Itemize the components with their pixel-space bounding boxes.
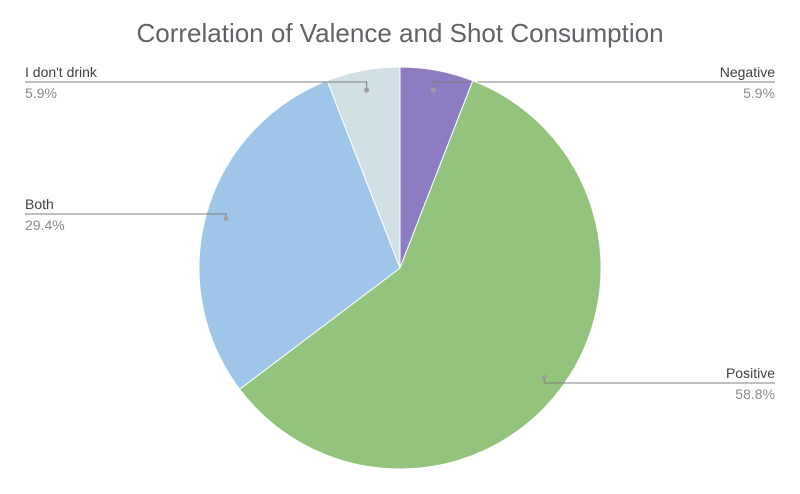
pie-slice-i-don-t-drink	[326, 66, 401, 269]
pie-slice-positive	[238, 80, 602, 470]
leader-dot-negative	[430, 87, 436, 93]
slice-percent-both: 29.4%	[25, 217, 65, 233]
slice-label-both: Both	[25, 196, 54, 212]
chart-title: Correlation of Valence and Shot Consumpt…	[136, 18, 664, 48]
leader-dot-both	[223, 216, 229, 222]
leader-line-i-don-t-drink	[25, 81, 368, 91]
slice-label-i-don-t-drink: I don't drink	[25, 64, 98, 80]
slice-label-negative: Negative	[720, 64, 775, 80]
leader-dot-positive	[541, 374, 547, 380]
leader-dot-i-don-t-drink	[364, 87, 370, 93]
pie-slice-both	[198, 80, 401, 390]
slice-percent-negative: 5.9%	[743, 85, 775, 101]
slice-percent-positive: 58.8%	[735, 386, 775, 402]
slice-label-positive: Positive	[726, 365, 775, 381]
slice-percent-i-don-t-drink: 5.9%	[25, 85, 57, 101]
leader-line-negative	[432, 81, 775, 91]
